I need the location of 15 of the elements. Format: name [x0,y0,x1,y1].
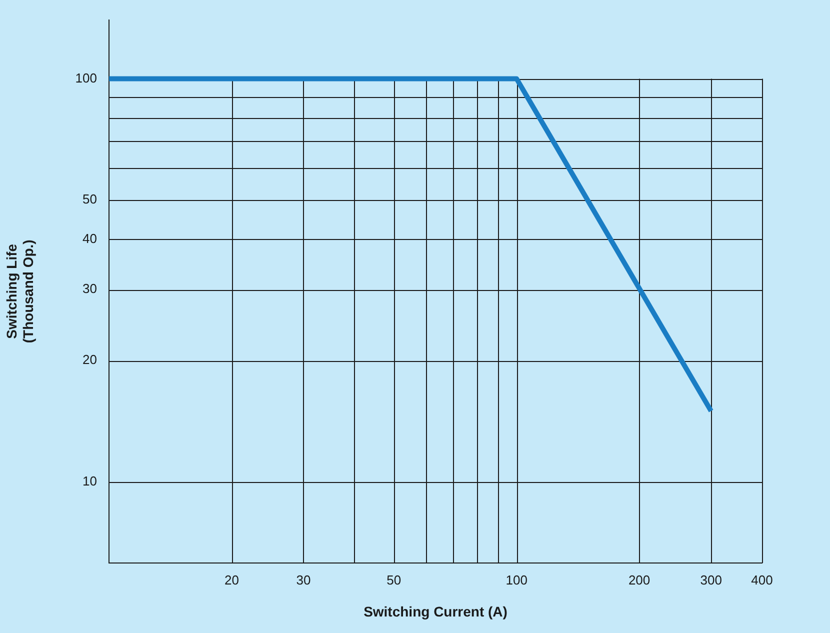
x-tick-label: 300 [700,572,722,588]
x-tick-label: 400 [751,572,773,588]
x-tick-label: 20 [224,572,239,588]
y-tick-label: 100 [75,70,97,86]
y-tick-label: 20 [82,352,97,368]
x-tick-label: 100 [506,572,528,588]
y-axis-title: Switching Life (Thousand Op.) [3,240,36,344]
x-tick-label: 30 [296,572,311,588]
y-tick-label: 10 [82,474,97,489]
x-axis-title: Switching Current (A) [364,603,508,620]
x-tick-label: 200 [628,572,650,588]
y-tick-label: 50 [82,192,97,207]
y-tick-label: 40 [82,230,97,246]
y-tick-label: 30 [82,281,97,296]
x-tick-label: 50 [386,572,402,588]
